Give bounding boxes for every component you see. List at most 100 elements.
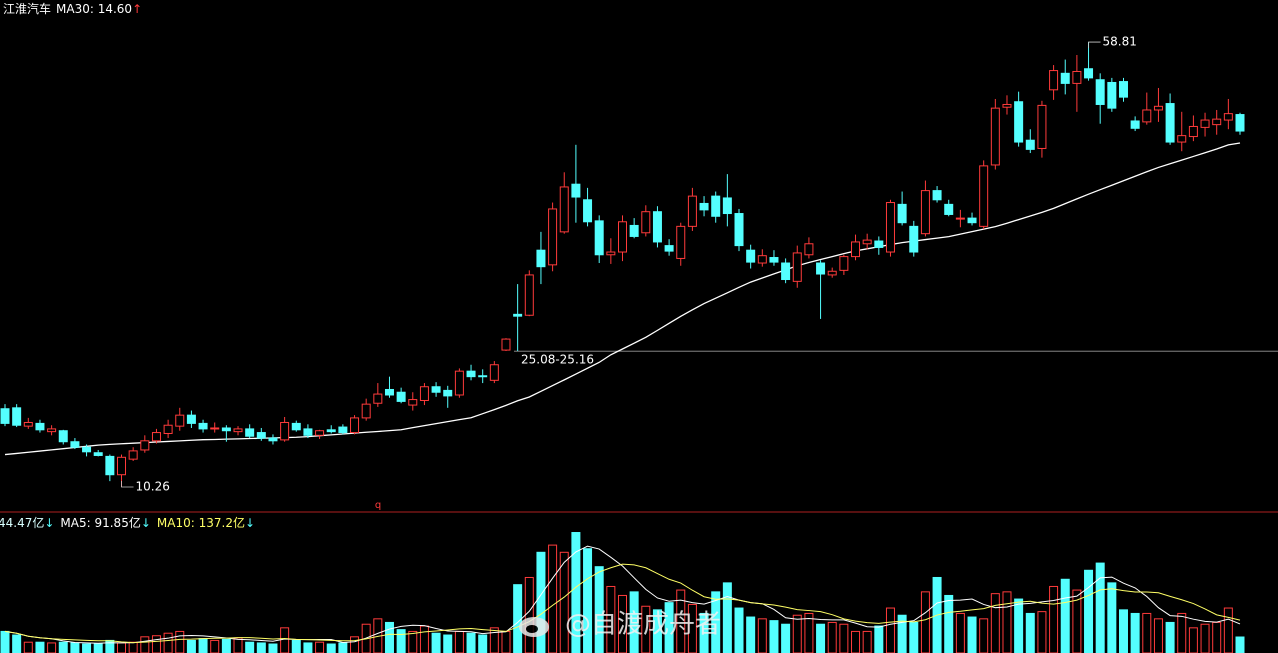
volume-bar <box>268 643 278 653</box>
candle-body <box>990 107 1000 166</box>
candle-body <box>1025 139 1035 150</box>
candle-body <box>548 208 558 266</box>
candle-body <box>897 203 907 224</box>
candle-body <box>1200 119 1210 128</box>
watermark-logo-eye <box>526 625 538 633</box>
volume-bar <box>454 630 464 653</box>
volume-bar <box>315 641 325 653</box>
candle-body <box>932 190 942 201</box>
candle-body <box>47 428 57 433</box>
high-label: 58.81 <box>1103 35 1137 49</box>
volume-bar <box>1223 607 1233 653</box>
candle-body <box>210 427 220 430</box>
volume-bar <box>874 625 884 653</box>
candle-body <box>676 225 686 259</box>
candle-body <box>326 429 336 433</box>
volume-bar <box>862 630 872 653</box>
candle-body <box>35 422 45 431</box>
volume-bar <box>536 551 546 653</box>
candle-body <box>431 386 441 393</box>
candle-body <box>384 388 394 396</box>
volume-bar <box>769 620 779 653</box>
candle-body <box>280 421 290 441</box>
candle-body <box>816 262 826 275</box>
watermark: @自渡成舟者 <box>519 610 721 640</box>
low-leader <box>121 480 134 488</box>
volume-bar <box>198 638 208 653</box>
volume-bar <box>384 621 394 653</box>
volume-bar <box>920 591 930 653</box>
candle-body <box>618 221 627 253</box>
candle-body <box>629 224 639 237</box>
candle-body <box>1223 113 1233 121</box>
candle-body <box>769 257 779 263</box>
candle-body <box>373 393 383 404</box>
candle-body <box>315 430 325 436</box>
chart-title: 江淮汽车 MA30: 14.60↑ <box>3 1 142 16</box>
volume-bar <box>489 627 499 653</box>
candle-body <box>501 338 511 351</box>
candle-body <box>746 249 756 263</box>
candle-body <box>757 255 767 264</box>
volume-bar <box>466 632 476 653</box>
candle-body <box>163 424 173 434</box>
candle-body <box>256 432 266 439</box>
candle-body <box>1060 72 1070 84</box>
volume-bar <box>221 638 231 653</box>
candle-body <box>851 241 861 258</box>
candle-body <box>1235 114 1245 132</box>
candle-body <box>583 199 593 223</box>
marker: q <box>375 500 381 511</box>
candle-body <box>478 375 488 378</box>
candle-body <box>140 440 150 451</box>
candle-body <box>909 225 919 253</box>
candle-body <box>920 190 930 235</box>
candle-body <box>1118 81 1128 98</box>
candle-body <box>1049 70 1059 91</box>
volume-bar <box>478 634 488 653</box>
volume-bar <box>396 629 406 653</box>
volume-bar <box>699 612 709 653</box>
volume-bar <box>280 627 290 653</box>
candle-body <box>944 203 954 215</box>
candle-body <box>93 452 103 456</box>
header-item: ↑ <box>132 2 142 16</box>
candle-body <box>1212 118 1222 126</box>
candle-body <box>221 427 231 432</box>
volume-bar <box>1177 612 1187 653</box>
candle-body <box>1084 68 1094 79</box>
volume-header-item: 44.47亿 <box>0 515 44 530</box>
volume-bar <box>338 642 348 653</box>
candle-body <box>105 455 115 476</box>
volume-header: 44.47亿↓ MA5: 91.85亿↓ MA10: 137.2亿↓ <box>0 515 255 530</box>
candle-body <box>652 211 662 243</box>
candle-body <box>198 422 208 430</box>
candle-body <box>1165 103 1175 143</box>
candle-body <box>699 202 709 211</box>
candle-body <box>1072 70 1082 84</box>
candle-body <box>0 408 10 424</box>
volume-bar <box>350 636 360 653</box>
volume-bar <box>851 630 861 653</box>
volume-bar <box>140 636 150 653</box>
volume-bar <box>955 612 965 653</box>
volume-bar <box>967 616 977 653</box>
volume-bar <box>746 616 756 653</box>
candle-body <box>396 391 406 402</box>
volume-bar <box>1014 598 1024 653</box>
candle-body <box>536 249 546 268</box>
candle-body <box>524 274 534 316</box>
volume-bar <box>792 614 802 653</box>
candle-body <box>1014 101 1024 143</box>
volume-ma5-line <box>4 545 1241 644</box>
volume-bar <box>1142 612 1152 653</box>
volume-bar <box>1107 582 1117 653</box>
candle-body <box>466 370 476 378</box>
volume-bar <box>58 641 68 653</box>
volume-header-item: ↓ <box>245 516 255 530</box>
volume-bar <box>408 630 418 653</box>
candle-body <box>1142 109 1152 123</box>
volume-bar <box>548 544 558 653</box>
candle-body <box>862 239 872 245</box>
